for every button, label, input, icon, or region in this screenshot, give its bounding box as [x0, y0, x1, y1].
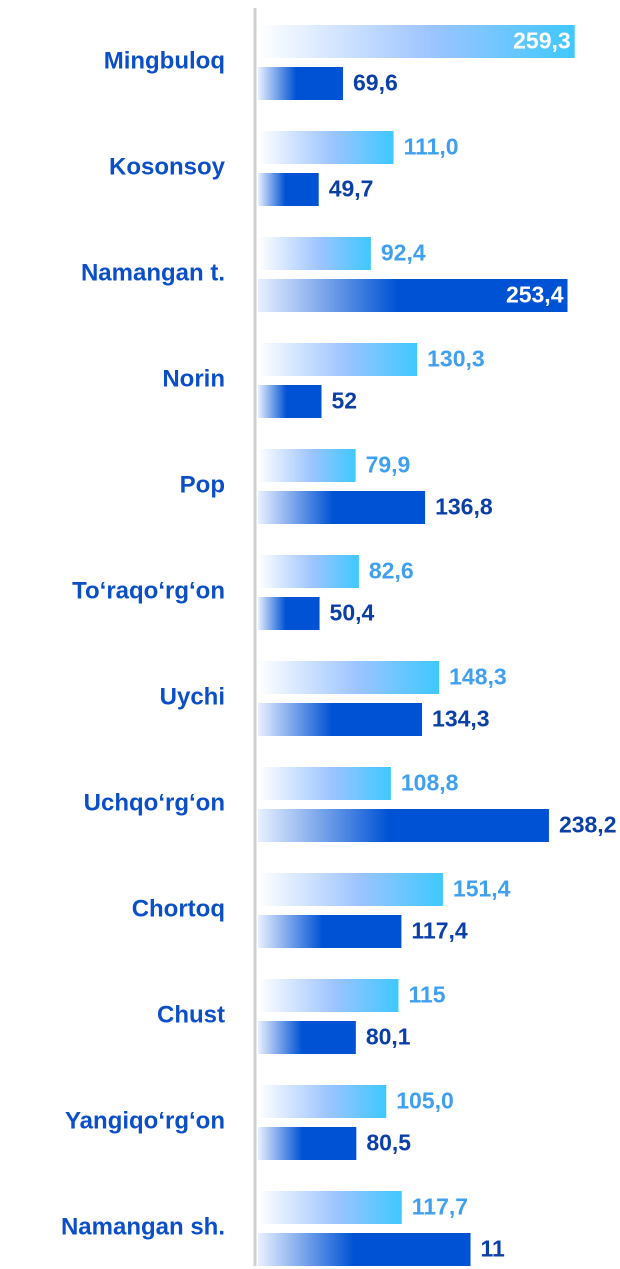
bar — [258, 979, 399, 1012]
value-label: 92,4 — [381, 240, 426, 266]
value-label: 80,5 — [366, 1130, 411, 1156]
bar — [258, 1191, 402, 1224]
category-label: Norin — [162, 365, 225, 392]
bar — [258, 279, 568, 312]
category-label: Yangiqo‘rg‘on — [65, 1107, 225, 1134]
bar — [258, 661, 440, 694]
category-label: Pop — [180, 471, 225, 498]
bar — [258, 173, 319, 206]
bar — [258, 343, 418, 376]
value-label: 11 — [481, 1236, 506, 1262]
bar — [258, 809, 549, 842]
value-label: 130,3 — [427, 346, 485, 372]
value-label: 148,3 — [449, 664, 507, 690]
value-label: 151,4 — [453, 876, 511, 902]
bar — [258, 703, 423, 736]
bar — [258, 449, 356, 482]
category-label: Kosonsoy — [109, 153, 226, 180]
value-label: 136,8 — [435, 494, 493, 520]
value-label: 117,4 — [411, 918, 467, 944]
category-label: Chust — [157, 1001, 225, 1028]
value-label: 108,8 — [401, 770, 459, 796]
category-label: Namangan sh. — [61, 1213, 225, 1240]
category-label: Uychi — [160, 683, 225, 710]
value-label: 50,4 — [330, 600, 375, 626]
bar — [258, 131, 394, 164]
bar — [258, 25, 575, 58]
value-label: 69,6 — [353, 70, 398, 96]
value-label: 49,7 — [329, 176, 374, 202]
value-label: 117,7 — [412, 1194, 468, 1220]
bar — [258, 385, 322, 418]
bar — [258, 237, 371, 270]
value-label: 134,3 — [432, 706, 490, 732]
value-label: 79,9 — [366, 452, 411, 478]
bar — [258, 1127, 357, 1160]
bar — [258, 67, 344, 100]
value-label: 115 — [408, 982, 445, 1008]
value-label: 80,1 — [366, 1024, 411, 1050]
bar — [258, 915, 402, 948]
category-label: To‘raqo‘rg‘on — [72, 577, 225, 604]
bar — [258, 1021, 356, 1054]
value-label: 82,6 — [369, 558, 414, 584]
category-label: Mingbuloq — [104, 47, 225, 74]
bar — [258, 1233, 471, 1266]
value-label: 111,0 — [404, 134, 459, 160]
bar — [258, 555, 359, 588]
bar — [258, 767, 391, 800]
value-label: 259,3 — [513, 28, 571, 54]
bar — [258, 491, 426, 524]
category-label: Chortoq — [132, 895, 225, 922]
value-label: 52 — [332, 388, 358, 414]
category-label: Namangan t. — [81, 259, 225, 286]
value-label: 238,2 — [559, 812, 617, 838]
value-label: 105,0 — [396, 1088, 454, 1114]
category-label: Uchqo‘rg‘on — [84, 789, 225, 816]
bar — [258, 873, 443, 906]
value-label: 253,4 — [506, 282, 564, 308]
bar — [258, 1085, 387, 1118]
bar — [258, 597, 320, 630]
